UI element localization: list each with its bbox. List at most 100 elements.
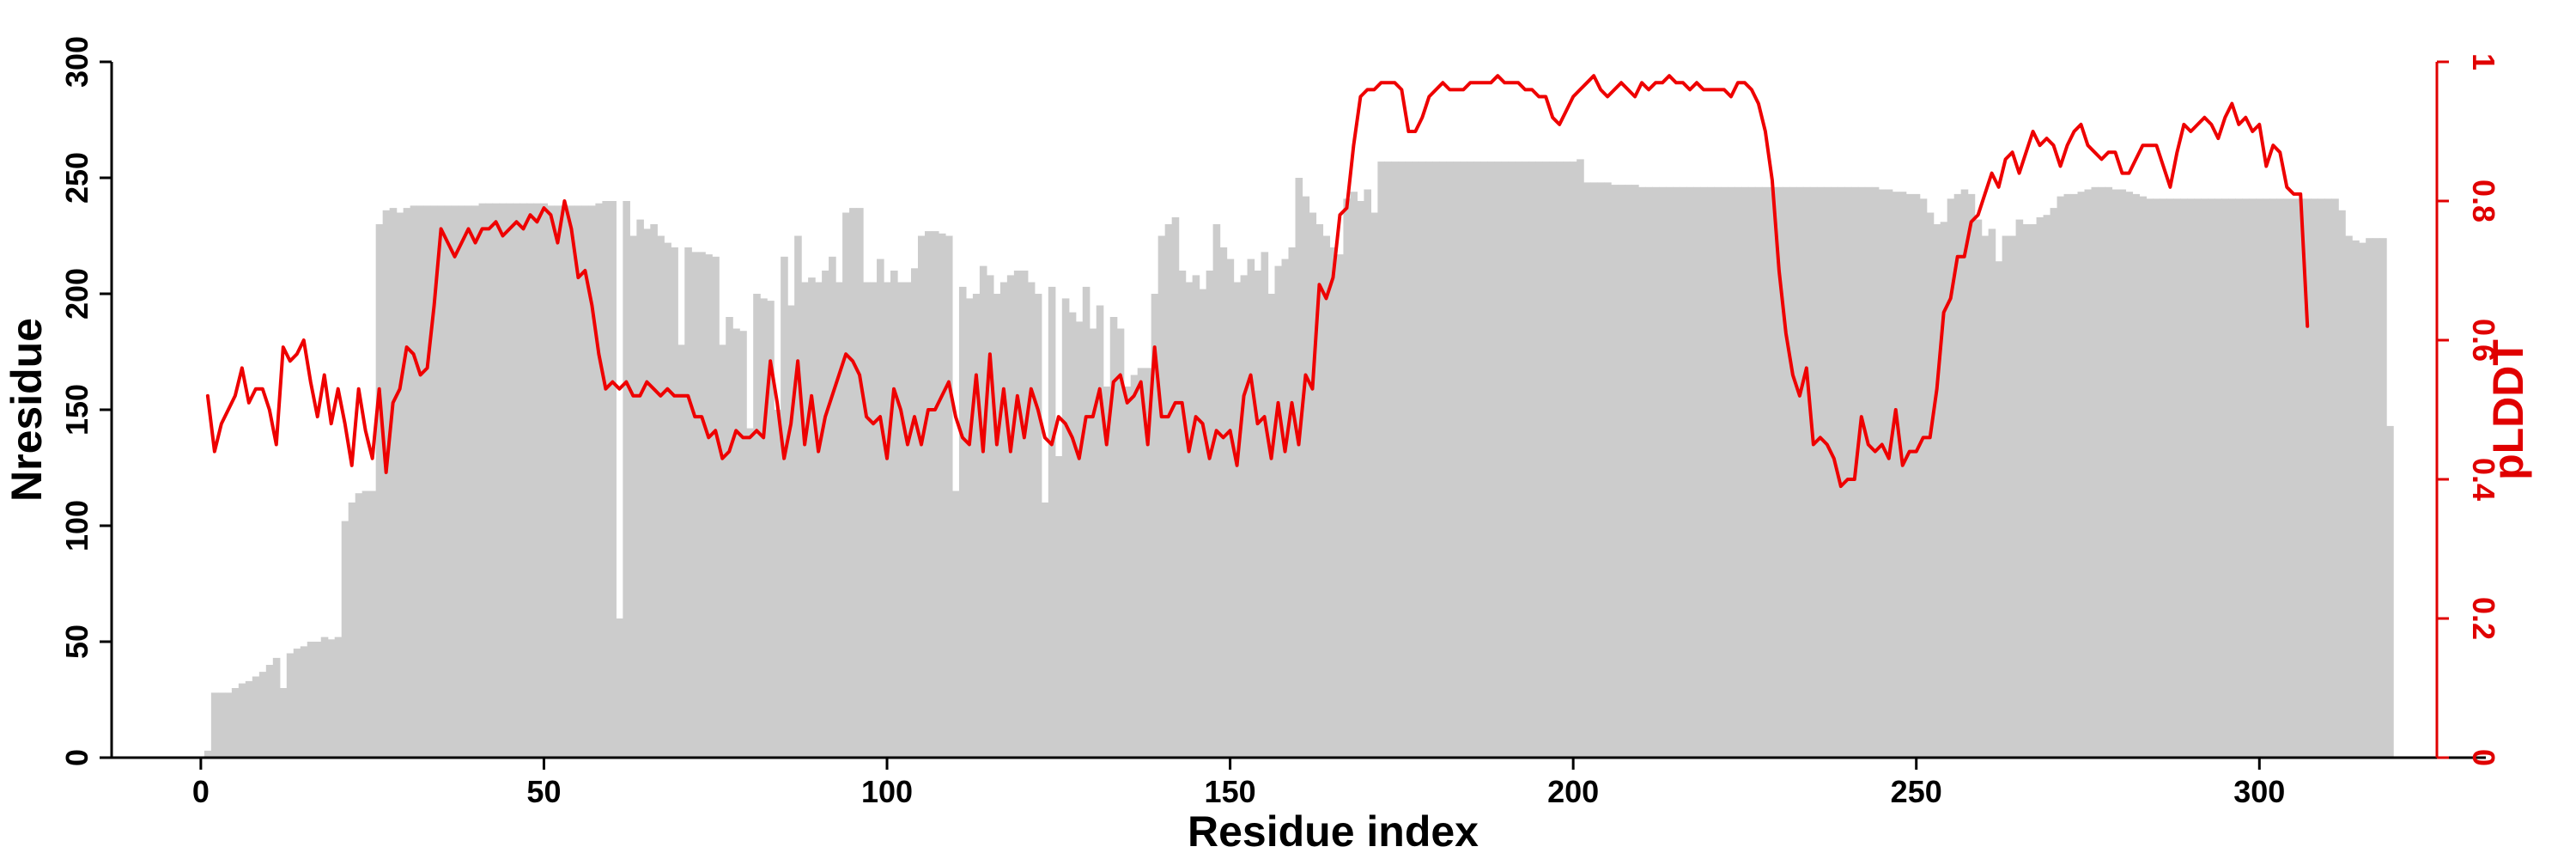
bar-nresidue bbox=[629, 235, 637, 758]
bar-nresidue bbox=[698, 252, 706, 758]
bar-nresidue bbox=[1130, 375, 1139, 758]
bar-nresidue bbox=[1706, 186, 1715, 758]
bar-nresidue bbox=[1528, 161, 1536, 758]
bar-nresidue bbox=[1556, 161, 1564, 758]
bar-nresidue bbox=[677, 344, 685, 758]
bar-nresidue bbox=[999, 282, 1008, 758]
bar-nresidue bbox=[719, 344, 726, 758]
bar-nresidue bbox=[519, 203, 528, 758]
bar-nresidue bbox=[265, 665, 274, 758]
bar-nresidue bbox=[210, 692, 219, 758]
bar-nresidue bbox=[554, 205, 562, 758]
bar-nresidue bbox=[416, 205, 425, 758]
bar-nresidue bbox=[2091, 186, 2099, 758]
bar-nresidue bbox=[1075, 321, 1084, 758]
bar-nresidue bbox=[547, 205, 556, 758]
bar-nresidue bbox=[2173, 198, 2181, 758]
bar-nresidue bbox=[2002, 235, 2010, 758]
bar-nresidue bbox=[2105, 186, 2113, 758]
bar-nresidue bbox=[458, 205, 466, 758]
bar-nresidue bbox=[1809, 186, 1818, 758]
bar-series-nresidue bbox=[204, 159, 2394, 758]
bar-nresidue bbox=[1823, 186, 1832, 758]
bar-nresidue bbox=[1350, 192, 1358, 758]
bar-nresidue bbox=[684, 247, 692, 758]
bar-nresidue bbox=[787, 305, 795, 758]
x-tick-label: 200 bbox=[1547, 774, 1599, 809]
bar-nresidue bbox=[1864, 186, 1873, 758]
bar-nresidue bbox=[1226, 259, 1235, 758]
bar-nresidue bbox=[320, 637, 329, 758]
bar-nresidue bbox=[1446, 161, 1454, 758]
bar-nresidue bbox=[485, 203, 494, 758]
bar-nresidue bbox=[2345, 235, 2353, 758]
bar-nresidue bbox=[1754, 186, 1763, 758]
bar-nresidue bbox=[1267, 294, 1276, 758]
bar-nresidue bbox=[1775, 186, 1783, 758]
bar-nresidue bbox=[1933, 224, 1941, 758]
bar-nresidue bbox=[2276, 198, 2284, 758]
bar-nresidue bbox=[609, 201, 617, 758]
bar-nresidue bbox=[1034, 294, 1042, 758]
bar-nresidue bbox=[671, 247, 678, 758]
bar-nresidue bbox=[1322, 235, 1331, 758]
bar-nresidue bbox=[2098, 186, 2106, 758]
bar-nresidue bbox=[1212, 224, 1221, 758]
bar-nresidue bbox=[1981, 235, 1990, 758]
bar-nresidue bbox=[1453, 161, 1461, 758]
bar-nresidue bbox=[602, 201, 610, 758]
bar-nresidue bbox=[1789, 186, 1797, 758]
bar-nresidue bbox=[931, 231, 939, 758]
bar-nresidue bbox=[2208, 198, 2215, 758]
bar-nresidue bbox=[1460, 161, 1467, 758]
y-right-tick-label: 0.2 bbox=[2466, 597, 2501, 640]
bar-nresidue bbox=[1522, 161, 1529, 758]
bar-nresidue bbox=[588, 205, 596, 758]
bar-nresidue bbox=[2194, 198, 2202, 758]
bar-nresidue bbox=[767, 301, 775, 758]
bar-nresidue bbox=[437, 205, 446, 758]
bar-nresidue bbox=[2379, 238, 2387, 758]
bar-nresidue bbox=[829, 256, 836, 758]
bar-nresidue bbox=[375, 224, 384, 758]
bar-nresidue bbox=[1960, 189, 1969, 758]
bar-nresidue bbox=[1054, 456, 1063, 758]
bar-nresidue bbox=[2331, 198, 2339, 758]
bar-nresidue bbox=[870, 282, 878, 758]
bar-nresidue bbox=[808, 277, 816, 758]
bar-nresidue bbox=[1048, 286, 1056, 758]
bar-nresidue bbox=[2359, 242, 2366, 758]
bar-nresidue bbox=[1157, 235, 1166, 758]
bar-nresidue bbox=[1336, 254, 1345, 758]
bar-nresidue bbox=[856, 208, 864, 758]
bar-nresidue bbox=[1116, 328, 1125, 758]
bar-nresidue bbox=[2372, 238, 2380, 758]
bar-nresidue bbox=[1178, 271, 1187, 758]
axes: 0 50 100 150 200 250 300 0 50 100 150 200 250 300 0 0.2… bbox=[59, 36, 2501, 809]
bar-nresidue bbox=[958, 286, 967, 758]
bar-nresidue bbox=[979, 265, 987, 758]
bar-nresidue bbox=[1357, 201, 1365, 758]
bar-nresidue bbox=[1508, 161, 1516, 758]
bar-nresidue bbox=[1583, 182, 1591, 758]
bar-nresidue bbox=[712, 256, 720, 758]
bar-nresidue bbox=[2180, 198, 2188, 758]
bar-nresidue bbox=[403, 208, 411, 758]
y-right-tick-label: 0.6 bbox=[2466, 319, 2501, 362]
bar-nresidue bbox=[1768, 186, 1777, 758]
bar-nresidue bbox=[204, 750, 212, 758]
bar-nresidue bbox=[1734, 186, 1742, 758]
x-tick-label: 250 bbox=[1891, 774, 1942, 809]
bar-nresidue bbox=[1206, 271, 1214, 758]
bar-nresidue bbox=[2043, 215, 2051, 758]
bar-nresidue bbox=[1068, 312, 1077, 758]
bar-nresidue bbox=[1761, 186, 1770, 758]
bar-nresidue bbox=[238, 683, 246, 758]
bar-nresidue bbox=[1563, 161, 1571, 758]
bar-nresidue bbox=[1151, 294, 1159, 758]
bar-nresidue bbox=[1089, 328, 1097, 758]
bar-nresidue bbox=[1247, 259, 1255, 758]
bar-nresidue bbox=[1926, 212, 1935, 758]
bar-nresidue bbox=[245, 680, 253, 758]
x-tick-label: 300 bbox=[2233, 774, 2285, 809]
